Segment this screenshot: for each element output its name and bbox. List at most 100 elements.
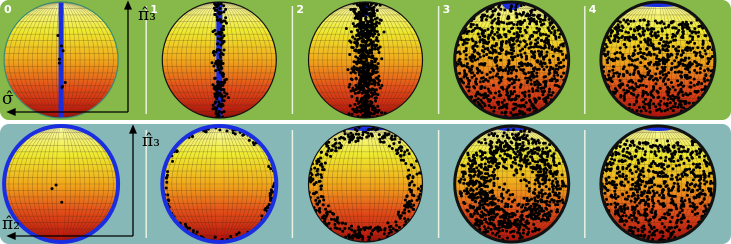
dot xyxy=(365,81,368,84)
dot xyxy=(493,208,496,211)
dot xyxy=(496,141,499,144)
dot xyxy=(486,10,489,13)
dot xyxy=(626,36,629,39)
dot xyxy=(376,9,379,12)
dot xyxy=(641,27,644,30)
dot xyxy=(631,183,634,186)
dot xyxy=(487,80,490,83)
dot xyxy=(224,16,227,19)
dot xyxy=(484,208,487,211)
dot xyxy=(56,34,59,37)
dot xyxy=(377,62,380,65)
dot xyxy=(615,34,618,37)
dot xyxy=(530,41,533,44)
dot xyxy=(539,170,542,173)
dot xyxy=(394,220,397,223)
dot xyxy=(506,237,509,240)
dot xyxy=(463,69,466,72)
dot xyxy=(545,174,548,177)
dot xyxy=(652,96,655,99)
dot xyxy=(505,105,508,108)
dot xyxy=(470,59,473,62)
dot xyxy=(493,168,496,171)
dot xyxy=(667,88,670,91)
dot xyxy=(405,195,408,198)
dot xyxy=(667,41,670,44)
dot xyxy=(674,88,677,91)
dot xyxy=(666,139,669,142)
dot xyxy=(684,92,687,95)
dot xyxy=(701,189,704,192)
dot xyxy=(512,161,515,164)
dot xyxy=(612,65,615,68)
dot xyxy=(640,110,643,113)
dot xyxy=(548,192,551,195)
dot xyxy=(356,39,359,42)
dot xyxy=(536,41,539,44)
dot xyxy=(227,96,230,99)
dot xyxy=(558,85,561,88)
dot xyxy=(512,68,515,71)
dot xyxy=(380,111,383,114)
dot xyxy=(561,53,564,56)
dot xyxy=(558,192,561,195)
dot xyxy=(518,237,521,240)
dot xyxy=(514,213,517,216)
dot xyxy=(212,64,215,67)
dot xyxy=(544,98,547,101)
dot xyxy=(217,12,220,15)
dot xyxy=(365,50,368,53)
dot xyxy=(494,49,497,52)
dot xyxy=(363,96,366,99)
dot xyxy=(605,45,608,48)
dot xyxy=(371,18,374,21)
dot xyxy=(556,210,559,213)
dot xyxy=(561,173,564,176)
dot xyxy=(523,52,526,55)
dot xyxy=(495,43,498,46)
dot xyxy=(534,229,537,232)
dot xyxy=(484,185,487,188)
dot xyxy=(513,198,516,201)
dot xyxy=(480,62,483,65)
dot xyxy=(408,210,411,213)
dot xyxy=(399,217,402,220)
dot xyxy=(504,69,507,72)
dot xyxy=(408,174,411,177)
dot xyxy=(676,32,679,35)
dot xyxy=(538,205,541,208)
dot xyxy=(511,43,514,46)
dot xyxy=(374,108,377,111)
dot xyxy=(644,75,647,78)
dot xyxy=(545,171,548,174)
dot xyxy=(465,54,468,57)
dot xyxy=(554,177,557,180)
dot xyxy=(639,48,642,51)
dot xyxy=(528,94,531,97)
dot xyxy=(490,26,493,29)
dot xyxy=(364,17,367,20)
dot xyxy=(324,208,327,211)
dot xyxy=(478,191,481,194)
dot xyxy=(370,73,373,76)
dot xyxy=(654,20,657,23)
dot xyxy=(478,36,481,39)
dot xyxy=(682,51,685,54)
dot xyxy=(677,185,680,188)
dot xyxy=(512,23,515,26)
dot xyxy=(364,7,367,10)
dot xyxy=(378,79,381,82)
dot xyxy=(709,57,712,60)
dot xyxy=(693,69,696,72)
dot xyxy=(512,39,515,42)
dot xyxy=(474,80,477,83)
dot xyxy=(521,210,524,213)
dot xyxy=(492,201,495,204)
dot xyxy=(662,40,665,43)
dot xyxy=(489,151,492,154)
dot xyxy=(642,18,645,21)
dot xyxy=(505,143,508,146)
dot xyxy=(644,98,647,101)
dot xyxy=(350,95,353,98)
